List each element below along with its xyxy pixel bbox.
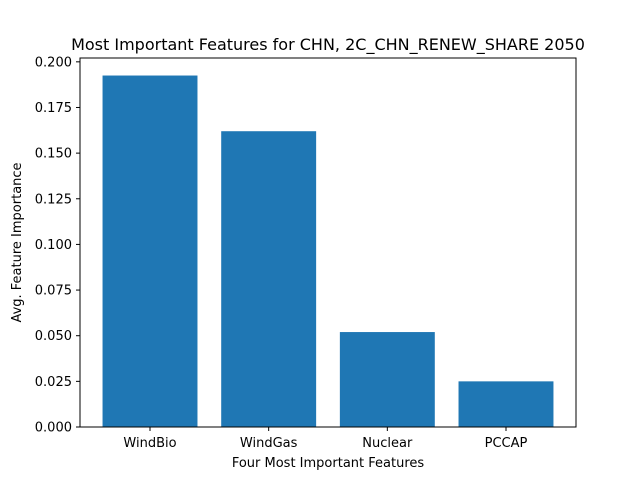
y-tick-label: 0.050 [35,329,72,344]
y-axis-label: Avg. Feature Importance [10,162,25,322]
y-axis: 0.000 0.025 0.050 0.075 0.100 0.125 0.150 0.175… [35,55,80,436]
bar-windgas [221,131,317,427]
x-axis-label: Four Most Important Features [232,456,425,471]
x-tick-label: WindBio [123,436,176,451]
bars-group [102,75,554,427]
plot-frame [79,57,577,428]
x-tick-label: WindGas [240,436,298,451]
y-tick-label: 0.000 [35,421,72,436]
x-axis: WindBio WindGas Nuclear PCCAP [123,427,528,451]
bar-nuclear [339,332,435,427]
y-tick-label: 0.075 [35,284,72,299]
y-tick-label: 0.100 [35,238,72,253]
x-tick-label: Nuclear [362,436,413,451]
y-tick-label: 0.175 [35,101,72,116]
y-tick-label: 0.025 [35,375,72,390]
y-tick-label: 0.125 [35,192,72,207]
bar-pccap [458,381,554,427]
y-tick-label: 0.150 [35,147,72,162]
x-tick-label: PCCAP [485,436,528,451]
chart-title: Most Important Features for CHN, 2C_CHN_… [71,35,585,55]
y-tick-label: 0.200 [35,55,72,70]
bar-windbio [102,75,198,427]
